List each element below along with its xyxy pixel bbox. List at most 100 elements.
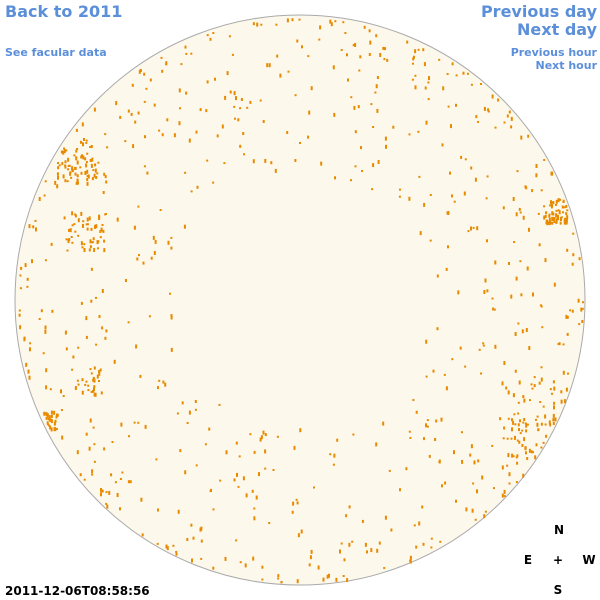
facula xyxy=(507,453,510,458)
facula xyxy=(386,58,389,62)
facula xyxy=(287,70,290,73)
facula xyxy=(552,419,555,422)
facula xyxy=(249,433,252,436)
next-hour-link[interactable]: Next hour xyxy=(536,59,598,72)
facula xyxy=(549,423,552,427)
facula xyxy=(173,133,176,138)
facula xyxy=(340,49,343,51)
facula xyxy=(562,201,565,203)
facula xyxy=(75,156,78,161)
facula xyxy=(63,149,66,153)
facula xyxy=(545,211,548,215)
facula xyxy=(515,276,518,281)
facula xyxy=(581,307,584,310)
facula xyxy=(361,519,364,523)
facula xyxy=(513,413,516,416)
facula xyxy=(328,573,330,578)
facula xyxy=(89,418,92,423)
facula xyxy=(436,274,439,278)
back-link[interactable]: Back to 2011 xyxy=(5,2,122,21)
facula xyxy=(104,133,107,136)
facula xyxy=(133,421,136,424)
facula xyxy=(57,166,60,170)
facula xyxy=(294,159,297,162)
facula xyxy=(502,437,505,440)
facula xyxy=(483,106,486,111)
facula xyxy=(510,116,513,121)
facula xyxy=(64,165,67,169)
facula xyxy=(45,385,48,390)
facula xyxy=(165,61,168,66)
previous-hour-link[interactable]: Previous hour xyxy=(511,46,598,59)
facula xyxy=(398,195,401,198)
facula xyxy=(92,237,95,241)
facula xyxy=(297,533,300,538)
facula xyxy=(440,417,443,422)
facula xyxy=(223,162,226,165)
facula xyxy=(75,149,78,153)
facula xyxy=(86,178,89,181)
next-day-link[interactable]: Next day xyxy=(517,20,598,39)
facula xyxy=(514,332,517,336)
facula xyxy=(127,321,130,324)
facula xyxy=(414,85,417,90)
facula xyxy=(192,536,195,540)
facula xyxy=(310,86,313,91)
facula xyxy=(382,421,385,426)
facula xyxy=(510,294,513,299)
facula xyxy=(441,143,444,147)
facula xyxy=(179,449,182,453)
facula xyxy=(517,423,520,427)
facular-link[interactable]: See facular data xyxy=(5,46,107,59)
facula xyxy=(426,419,429,422)
facula xyxy=(516,439,519,442)
facula xyxy=(82,223,84,228)
facula xyxy=(233,478,236,482)
facula xyxy=(50,419,53,424)
facula xyxy=(85,432,88,436)
facula xyxy=(66,249,69,252)
facula xyxy=(25,362,28,367)
facula xyxy=(113,359,116,364)
facula xyxy=(436,327,439,331)
facula xyxy=(422,542,425,546)
facula xyxy=(508,472,511,477)
facula xyxy=(427,98,430,101)
facula xyxy=(83,243,86,246)
facula xyxy=(480,83,482,85)
facula xyxy=(451,194,453,198)
facula xyxy=(139,69,142,72)
facula xyxy=(74,172,77,176)
facula xyxy=(553,405,555,410)
facula xyxy=(38,197,41,201)
facula xyxy=(43,411,46,416)
facula xyxy=(170,315,173,320)
facula xyxy=(419,231,422,236)
facula xyxy=(80,171,83,175)
facula xyxy=(146,171,149,175)
facula xyxy=(551,221,554,225)
facula xyxy=(84,383,87,386)
facula xyxy=(104,213,107,216)
facula xyxy=(94,224,96,229)
facula xyxy=(87,384,90,387)
facula xyxy=(453,450,455,455)
facula xyxy=(333,112,336,117)
facula xyxy=(540,446,543,449)
facula xyxy=(503,361,506,365)
facula xyxy=(516,461,519,465)
facula xyxy=(277,574,280,578)
facula xyxy=(461,459,464,464)
facula xyxy=(64,160,67,164)
facula xyxy=(511,418,513,422)
facula xyxy=(549,204,552,207)
facula xyxy=(451,358,454,361)
facula xyxy=(61,162,64,166)
previous-day-link[interactable]: Previous day xyxy=(481,2,598,21)
facula xyxy=(63,147,65,150)
facula xyxy=(145,87,148,90)
facula xyxy=(474,177,477,182)
facula xyxy=(477,459,480,463)
facula xyxy=(23,336,26,340)
facula xyxy=(116,217,119,222)
